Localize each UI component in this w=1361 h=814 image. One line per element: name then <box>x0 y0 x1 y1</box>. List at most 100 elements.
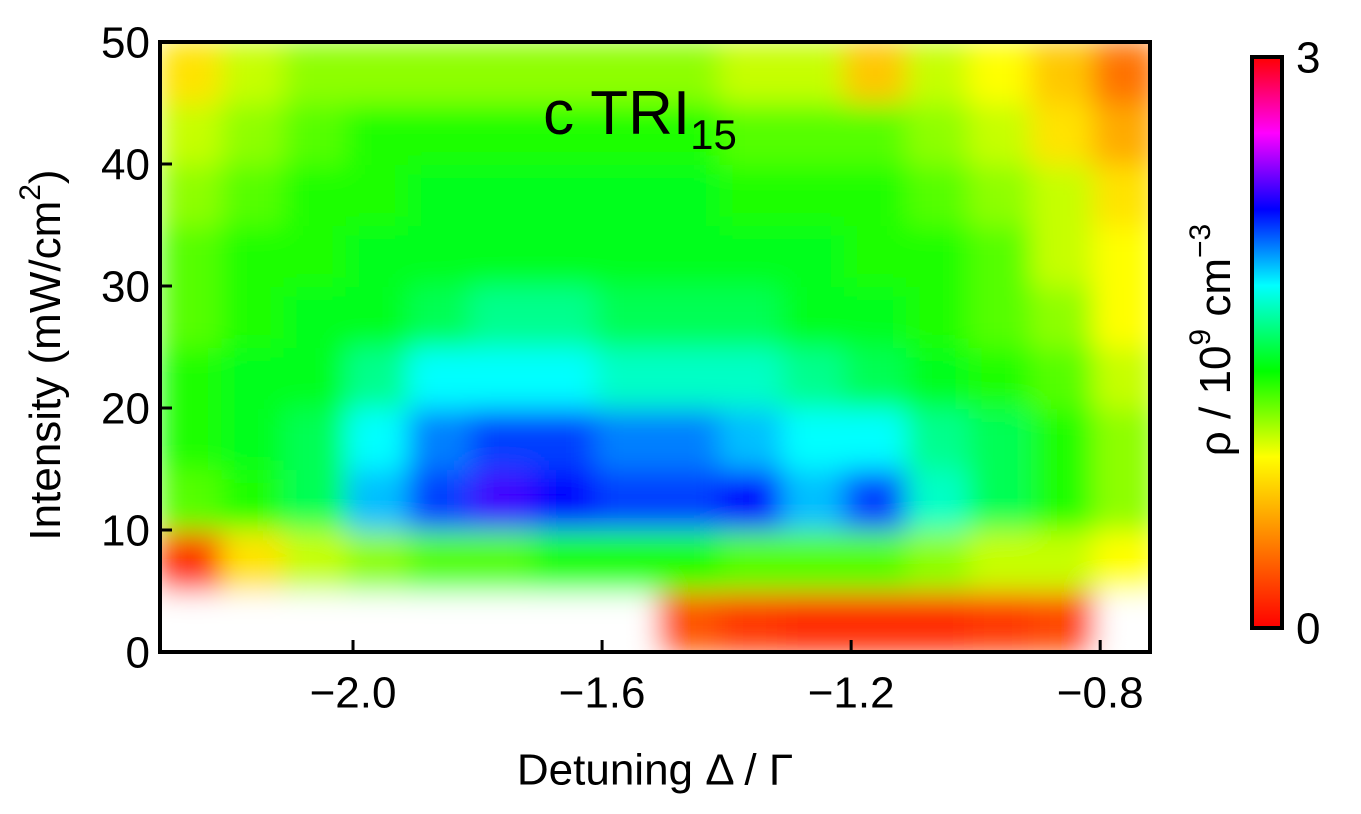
heatmap-cell <box>594 285 660 348</box>
heatmap-cell <box>470 346 535 409</box>
heatmap-cell <box>283 285 348 348</box>
heatmap-cell <box>968 102 1033 165</box>
heatmap-cell <box>719 285 784 348</box>
heatmap-cell <box>657 285 722 348</box>
heatmap-cell <box>906 590 971 652</box>
heatmap-cell <box>160 407 224 470</box>
heatmap-cell <box>1092 163 1150 226</box>
heatmap-cell <box>470 163 535 226</box>
heatmap-cell <box>843 590 909 652</box>
heatmap-cell <box>843 42 909 104</box>
heatmap-cell <box>781 285 846 348</box>
heatmap-cell <box>906 102 971 165</box>
heatmap-cell <box>719 42 784 104</box>
heatmap-cell <box>1030 407 1095 470</box>
heatmap-cell <box>1030 346 1095 409</box>
heatmap-cell <box>719 468 784 531</box>
heatmap-cell <box>1030 285 1095 348</box>
heatmap-cell <box>532 102 597 165</box>
heatmap-cell <box>719 224 784 287</box>
heatmap-cell <box>1030 102 1095 165</box>
y-axis-label: Intensity (mW/cm2) <box>14 169 70 540</box>
heatmap-cell <box>906 163 971 226</box>
heatmap-cell <box>781 468 846 531</box>
x-tick-label: −1.6 <box>559 669 646 718</box>
heatmap-cell <box>594 224 660 287</box>
heatmap-cell <box>345 42 411 104</box>
heatmap-cell <box>843 346 909 409</box>
colorbar-label: ρ / 109 cm−3 <box>1184 224 1240 456</box>
y-tick-label: 30 <box>101 263 150 312</box>
heatmap-cell <box>1092 468 1150 531</box>
plot-frame <box>158 40 1152 654</box>
heatmap-cell <box>906 224 971 287</box>
heatmap-cell <box>1092 529 1150 592</box>
heatmap-cell <box>781 529 846 592</box>
heatmap-cell <box>470 102 535 165</box>
heatmap-cell <box>160 42 224 104</box>
heatmap-cell <box>408 42 473 104</box>
y-tick-label: 20 <box>101 385 150 434</box>
heatmap-cell <box>408 468 473 531</box>
heatmap-cell <box>657 407 722 470</box>
heatmap-cell <box>221 346 286 409</box>
heatmap-cell <box>283 346 348 409</box>
heatmap-cell <box>1030 468 1095 531</box>
heatmap-cell <box>283 42 348 104</box>
y-tick-label: 10 <box>101 507 150 556</box>
colorbar-tick-label: 0 <box>1296 605 1320 654</box>
heatmap-cell <box>968 590 1033 652</box>
heatmap-cell <box>1092 346 1150 409</box>
heatmap-cell <box>470 224 535 287</box>
heatmap-cell <box>594 163 660 226</box>
heatmap-cell <box>657 590 722 652</box>
heatmap-cell <box>657 224 722 287</box>
heatmap-cell <box>221 163 286 226</box>
heatmap-cell <box>968 163 1033 226</box>
heatmap-cell <box>1092 285 1150 348</box>
heatmap-cell <box>345 529 411 592</box>
heatmap-cell <box>283 529 348 592</box>
heatmap-cell <box>968 285 1033 348</box>
heatmap-cell <box>843 163 909 226</box>
heatmap-cell <box>221 529 286 592</box>
heatmap-cell <box>532 285 597 348</box>
heatmap-cell <box>657 42 722 104</box>
heatmap-cell <box>657 346 722 409</box>
heatmap-cell <box>345 163 411 226</box>
heatmap-cell <box>781 346 846 409</box>
heatmap-cell <box>532 224 597 287</box>
heatmap-cell <box>719 529 784 592</box>
heatmap-cell <box>221 468 286 531</box>
heatmap-cell <box>1092 102 1150 165</box>
heatmap-cell <box>532 346 597 409</box>
heatmap-cell <box>1092 224 1150 287</box>
heatmap-cell <box>160 102 224 165</box>
heatmap-cell <box>968 468 1033 531</box>
heatmap-cell <box>968 346 1033 409</box>
heatmap-cell <box>283 163 348 226</box>
heatmap-cell <box>221 224 286 287</box>
heatmap-cell <box>1092 42 1150 104</box>
heatmap <box>160 42 1150 652</box>
heatmap-cell <box>719 407 784 470</box>
heatmap-cell <box>781 42 846 104</box>
x-axis-label: Detuning Δ / Γ <box>517 746 793 795</box>
heatmap-cell <box>594 529 660 592</box>
heatmap-cell <box>408 529 473 592</box>
y-tick-label: 50 <box>101 19 150 68</box>
heatmap-cell <box>594 468 660 531</box>
heatmap-cell <box>345 224 411 287</box>
heatmap-cell <box>283 407 348 470</box>
chart-title: c TRI15 <box>543 79 737 158</box>
x-tick-label: −1.2 <box>808 669 895 718</box>
heatmap-cell <box>1030 163 1095 226</box>
heatmap-cell <box>221 285 286 348</box>
heatmap-cell <box>408 285 473 348</box>
heatmap-cell <box>160 468 224 531</box>
heatmap-cell <box>843 285 909 348</box>
heatmap-cell <box>781 224 846 287</box>
heatmap-cell <box>594 346 660 409</box>
heatmap-cell <box>657 529 722 592</box>
